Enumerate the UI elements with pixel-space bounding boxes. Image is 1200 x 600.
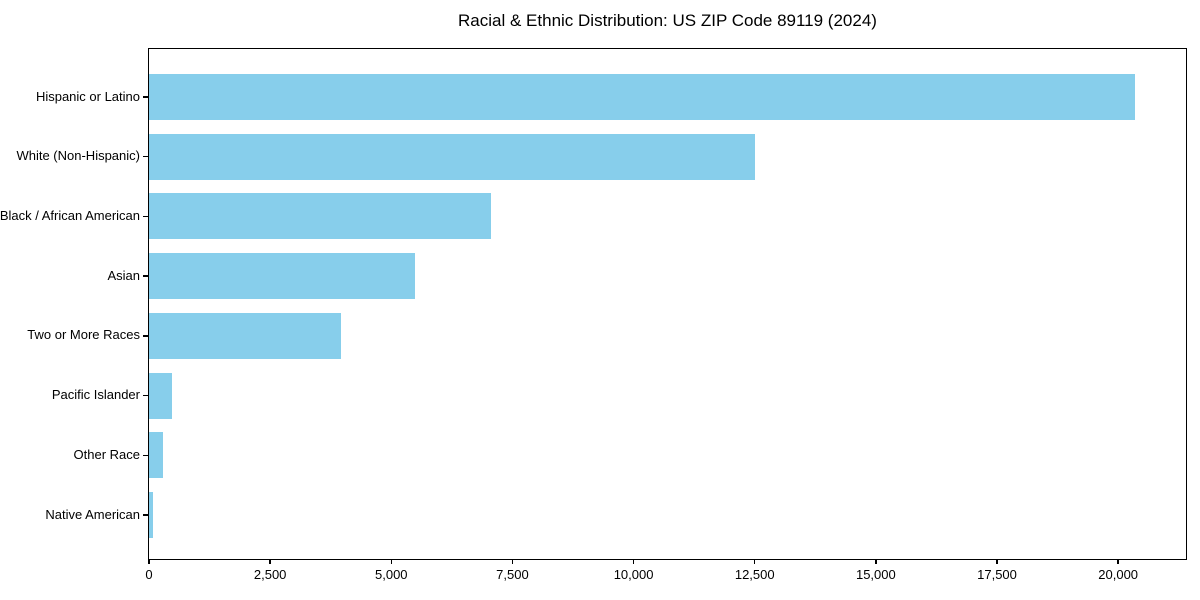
y-tick-label: Asian (107, 267, 140, 283)
x-tick-mark (1117, 559, 1119, 564)
x-tick-label: 10,000 (613, 567, 654, 582)
x-tick-mark (269, 559, 271, 564)
bar (149, 312, 341, 359)
y-tick-label: Pacific Islander (51, 387, 140, 403)
y-tick-label: Two or More Races (27, 327, 140, 343)
x-tick-label: 20,000 (1098, 567, 1139, 582)
x-tick-label: 12,500 (734, 567, 775, 582)
y-tick-mark (142, 514, 148, 516)
x-tick-label: 7,500 (496, 567, 529, 582)
plot-area: Hispanic or Latino White (Non-Hispanic) Bl… (0, 48, 1187, 582)
bar (149, 253, 416, 300)
x-tick-mark (996, 559, 998, 564)
y-tick-label: Native American (45, 506, 140, 522)
x-tick-mark (390, 559, 393, 564)
y-tick-mark (142, 335, 148, 337)
bar (149, 193, 492, 240)
y-tick-mark (142, 275, 148, 277)
x-tick-label: 17,500 (977, 567, 1017, 582)
x-tick-label: 0 (145, 567, 153, 582)
bar (149, 492, 153, 538)
x-tick-mark (875, 559, 877, 564)
x-tick-label: 2,500 (253, 567, 287, 582)
bar (149, 432, 164, 479)
bar (149, 74, 1136, 120)
y-tick-label: White (Non-Hispanic) (16, 148, 140, 164)
x-tick-label: 15,000 (855, 567, 896, 582)
x-tick-mark (753, 559, 756, 564)
y-tick-label: Black / African American (0, 207, 140, 223)
bar (149, 372, 173, 419)
y-tick-mark (142, 394, 148, 397)
y-tick-mark (142, 215, 148, 218)
x-tick-mark (511, 559, 514, 564)
y-tick-label: Hispanic or Latino (35, 88, 140, 104)
x-tick-mark (148, 559, 150, 564)
x-tick-mark (632, 559, 635, 564)
bar (149, 133, 755, 180)
y-tick-mark (142, 454, 148, 457)
y-tick-label: Other Race (73, 446, 140, 462)
x-tick-label: 5,000 (375, 567, 408, 582)
y-tick-mark (142, 96, 148, 98)
chart-title: Racial & Ethnic Distribution: US ZIP Cod… (458, 11, 877, 30)
y-tick-mark (142, 155, 148, 158)
